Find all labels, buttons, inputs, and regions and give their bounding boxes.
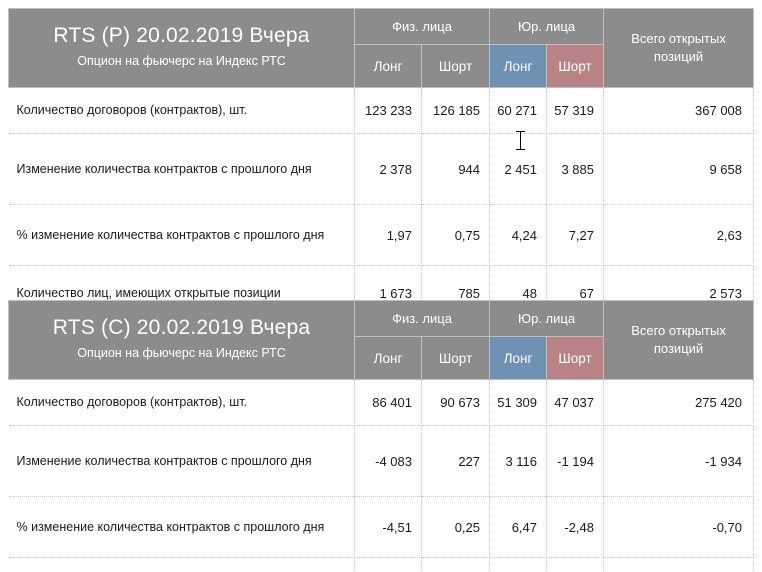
cell-individuals-short: 227 (421, 425, 491, 497)
column-legal-long: Лонг (489, 336, 548, 380)
cell-legal-short: 7,27 (546, 204, 605, 266)
table-body: Количество договоров (контрактов), шт. 8… (8, 379, 755, 572)
table-row: Количество договоров (контрактов), шт. 8… (8, 379, 755, 426)
cell-total: 367 008 (603, 87, 755, 134)
row-label: Количество договоров (контрактов), шт. (8, 379, 355, 426)
header-row-subcolumns: Лонг Шорт Лонг Шорт (9, 44, 754, 88)
cell-individuals-long: 2 378 (354, 133, 422, 205)
cell-individuals-short: 0,25 (421, 496, 491, 558)
table-row: Изменение количества контрактов с прошло… (8, 425, 755, 497)
column-group-individuals: Физ. лица (353, 300, 491, 337)
cell-individuals-short: 757 (421, 557, 491, 572)
row-label: Изменение количества контрактов с прошло… (8, 133, 355, 205)
table-header: RTS (P) 20.02.2019 Вчера Опцион на фьюче… (8, 8, 755, 88)
header-row-groups: RTS (С) 20.02.2019 Вчера Опцион на фьюче… (8, 300, 755, 380)
cell-total: -1 934 (603, 425, 755, 497)
cell-legal-short: 62 (546, 557, 605, 572)
table-title: RTS (С) 20.02.2019 Вчера (52, 315, 311, 339)
cell-individuals-short: 90 673 (421, 379, 491, 426)
cell-individuals-long: -4 083 (354, 425, 422, 497)
cell-individuals-long: 86 401 (354, 379, 422, 426)
table-subtitle: Опцион на фьючерс на Индекс РТС (77, 53, 286, 68)
table-subtitle: Опцион на фьючерс на Индекс РТС (77, 345, 286, 360)
column-group-individuals: Физ. лица (353, 8, 491, 45)
cell-legal-short: 3 885 (546, 133, 605, 205)
cell-individuals-short: 944 (421, 133, 491, 205)
table-body: Количество договоров (контрактов), шт. 1… (8, 87, 755, 321)
column-total-open-positions: Всего открытых позиций (603, 300, 755, 380)
header-row-groups: RTS (P) 20.02.2019 Вчера Опцион на фьюче… (8, 8, 755, 88)
cell-total: -0,70 (603, 496, 755, 558)
cell-individuals-long: 1 025 (354, 557, 422, 572)
table-row: Количество договоров (контрактов), шт. 1… (8, 87, 755, 134)
row-label: % изменение количества контрактов с прош… (8, 204, 355, 266)
cell-legal-short: -2,48 (546, 496, 605, 558)
cell-individuals-long: 123 233 (354, 87, 422, 134)
column-legal-long: Лонг (489, 44, 548, 88)
open-interest-table-rts-c: RTS (С) 20.02.2019 Вчера Опцион на фьюче… (8, 300, 755, 572)
cell-total: 275 420 (603, 379, 755, 426)
cell-legal-short: -1 194 (546, 425, 605, 497)
row-label: Количество договоров (контрактов), шт. (8, 87, 355, 134)
row-label: % изменение количества контрактов с прош… (8, 496, 355, 558)
table-title-cell: RTS (P) 20.02.2019 Вчера Опцион на фьюче… (8, 8, 355, 88)
column-group-legal-entities: Юр. лица (489, 300, 605, 337)
column-individuals-short: Шорт (420, 336, 491, 380)
cell-individuals-long: -4,51 (354, 496, 422, 558)
column-legal-short: Шорт (546, 44, 605, 88)
table-row: % изменение количества контрактов с прош… (8, 496, 755, 558)
cell-legal-long: 4,24 (489, 204, 548, 266)
cell-total: 1 884 (603, 557, 755, 572)
cell-legal-long: 2 451 (489, 133, 548, 205)
table-row: Количество лиц, имеющих открытые позиции… (8, 557, 755, 572)
column-total-open-positions: Всего открытых позиций (603, 8, 755, 88)
cell-legal-long: 51 309 (489, 379, 548, 426)
cell-total: 2,63 (603, 204, 755, 266)
row-label: Изменение количества контрактов с прошло… (8, 425, 355, 497)
cell-legal-long: 3 116 (489, 425, 548, 497)
cell-individuals-long: 1,97 (354, 204, 422, 266)
column-individuals-short: Шорт (420, 44, 491, 88)
cell-legal-long: 6,47 (489, 496, 548, 558)
column-group-legal-entities: Юр. лица (489, 8, 605, 45)
cell-legal-short: 57 319 (546, 87, 605, 134)
row-label: Количество лиц, имеющих открытые позиции (8, 557, 355, 572)
open-interest-table-rts-p: RTS (P) 20.02.2019 Вчера Опцион на фьюче… (8, 8, 755, 321)
table-row: % изменение количества контрактов с прош… (8, 204, 755, 266)
table-header: RTS (С) 20.02.2019 Вчера Опцион на фьюче… (8, 300, 755, 380)
cell-individuals-short: 0,75 (421, 204, 491, 266)
column-individuals-long: Лонг (354, 44, 422, 88)
column-individuals-long: Лонг (354, 336, 422, 380)
cell-legal-short: 47 037 (546, 379, 605, 426)
cell-total: 9 658 (603, 133, 755, 205)
cell-legal-long: 60 271 (489, 87, 548, 134)
column-legal-short: Шорт (546, 336, 605, 380)
table-title-cell: RTS (С) 20.02.2019 Вчера Опцион на фьюче… (8, 300, 355, 380)
table-title: RTS (P) 20.02.2019 Вчера (53, 23, 310, 47)
cell-individuals-short: 126 185 (421, 87, 491, 134)
header-row-subcolumns: Лонг Шорт Лонг Шорт (9, 336, 754, 380)
table-row: Изменение количества контрактов с прошло… (8, 133, 755, 205)
cell-legal-long: 40 (489, 557, 548, 572)
